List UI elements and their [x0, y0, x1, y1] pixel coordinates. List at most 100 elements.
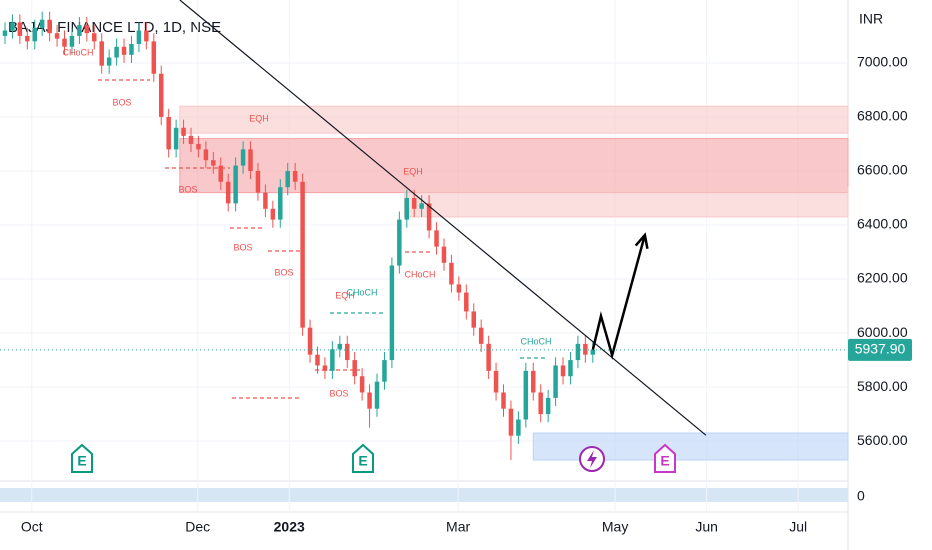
candle-body [538, 392, 543, 415]
candle-body [263, 192, 268, 209]
candle-body [411, 197, 417, 209]
candle-body [471, 311, 476, 328]
candle-body [456, 284, 462, 293]
candle-body [285, 170, 290, 188]
candle-body [121, 46, 127, 55]
candle-body [560, 365, 566, 377]
candle-body [464, 292, 469, 312]
candle-body [516, 419, 521, 436]
candle-body [270, 208, 276, 220]
candle-body [590, 349, 596, 355]
x-tick-label: Mar [446, 519, 470, 535]
candle-body [322, 365, 328, 371]
candle-body [166, 116, 171, 150]
projection-arrowhead [634, 232, 649, 249]
dividend-bolt [587, 450, 597, 468]
volume-band [0, 488, 848, 502]
x-tick-label: Jun [695, 519, 718, 535]
candle-body [77, 25, 82, 36]
candle-body [240, 149, 246, 166]
volume-tick-label: 0 [857, 488, 865, 504]
event-label: E [660, 453, 669, 469]
candle-body [389, 265, 395, 361]
candle-body [315, 354, 320, 366]
candle-body [382, 360, 387, 382]
candle-body [84, 25, 90, 34]
y-tick-label: 6600.00 [857, 162, 908, 178]
x-tick-label: May [602, 519, 628, 535]
zone [404, 186, 849, 218]
y-tick-label: 6200.00 [857, 270, 908, 286]
annotation: CHoCH [520, 336, 551, 346]
candle-body [218, 165, 224, 182]
y-tick-label: 7000.00 [857, 54, 908, 70]
y-tick-label: 6400.00 [857, 216, 908, 232]
candle-body [248, 149, 253, 171]
candle-body [568, 360, 573, 377]
candle-body [69, 35, 75, 47]
annotation: EQH [249, 113, 269, 123]
event-label: E [77, 453, 86, 469]
last-price-box [848, 338, 912, 361]
annotation: CHoCH [62, 47, 93, 57]
candle-body [211, 160, 216, 166]
candle-body [255, 170, 261, 193]
last-price-label: 5937.90 [855, 341, 906, 357]
candle-body [203, 149, 209, 161]
candle-body [114, 46, 119, 58]
candle-body [501, 392, 506, 409]
currency-label: INR [859, 11, 883, 27]
candle-body [531, 370, 536, 393]
zone [179, 105, 849, 134]
candle-body [225, 181, 231, 204]
annotation: EQH [335, 290, 355, 300]
candle-body [62, 38, 67, 47]
candle-body [352, 360, 357, 377]
candle-body [188, 135, 194, 144]
candle-body [99, 41, 104, 66]
candle-body [545, 397, 551, 415]
candle-body [32, 27, 37, 42]
annotation: BOS [329, 388, 348, 398]
candle-body [426, 203, 432, 231]
x-tick-label: Dec [185, 519, 210, 535]
candle-body [575, 343, 581, 361]
event-badge [71, 443, 93, 473]
x-tick-label: Jul [789, 519, 807, 535]
candle-body [374, 381, 380, 409]
candle-body [10, 22, 15, 31]
candle-body [196, 143, 201, 150]
candle-body [129, 44, 134, 55]
y-tick-label: 5600.00 [857, 432, 908, 448]
candle-body [39, 19, 45, 28]
y-tick-label: 6800.00 [857, 108, 908, 124]
candle-body [307, 327, 313, 355]
x-tick-label: Oct [21, 519, 43, 535]
candle-body [441, 246, 447, 263]
candle-body [486, 343, 491, 371]
candle-body [449, 262, 454, 285]
y-tick-label: 5800.00 [857, 378, 908, 394]
candle-body [292, 170, 298, 182]
candle-body [523, 370, 529, 420]
zone [179, 138, 849, 194]
candle-body [397, 219, 402, 266]
candle-body [92, 33, 97, 42]
candle-body [233, 165, 238, 204]
projection-path [591, 234, 647, 360]
y-tick-label: 6000.00 [857, 324, 908, 340]
candle-body [181, 127, 186, 136]
event-label: E [358, 453, 367, 469]
candle-body [2, 30, 8, 36]
event-badge [654, 443, 676, 473]
annotation: CHoCH [404, 269, 435, 279]
candle-body [173, 127, 179, 150]
candle-body [144, 30, 149, 42]
candle-body [359, 376, 365, 393]
candle-body [158, 73, 164, 117]
candle-body [136, 30, 142, 45]
event-badge [352, 443, 374, 473]
candle-body [300, 181, 305, 328]
candle-body [553, 365, 558, 398]
